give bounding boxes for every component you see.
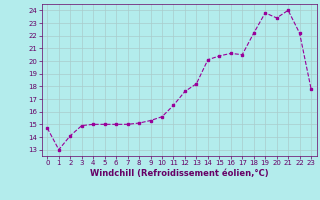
- X-axis label: Windchill (Refroidissement éolien,°C): Windchill (Refroidissement éolien,°C): [90, 169, 268, 178]
